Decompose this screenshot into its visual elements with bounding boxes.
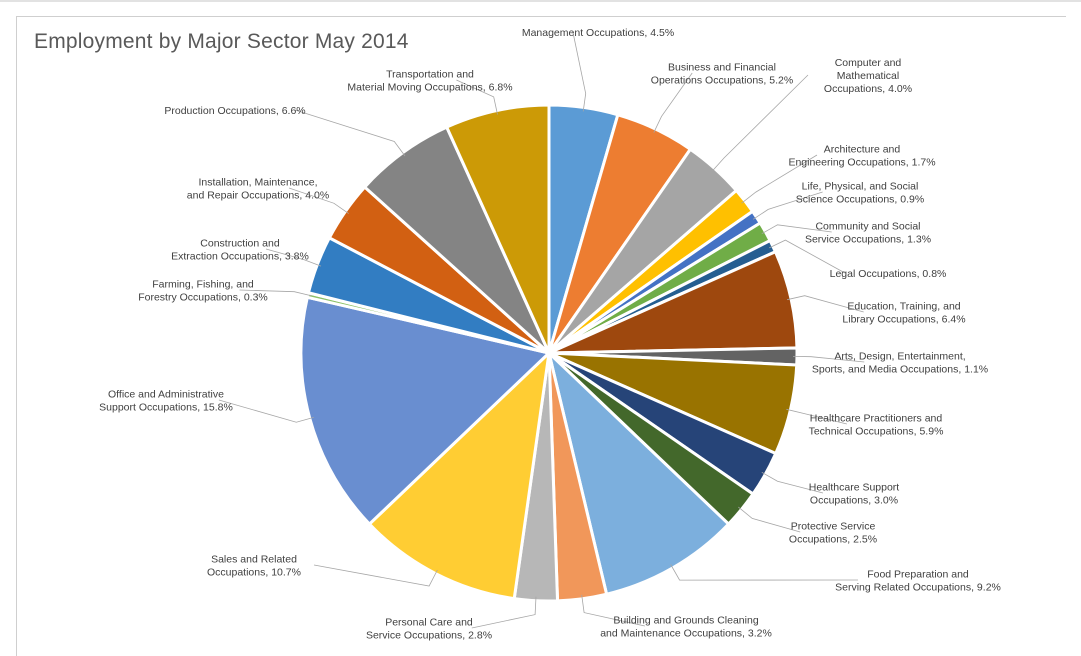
leader-line <box>761 224 832 235</box>
leader-line <box>288 187 349 214</box>
slice-label: Production Occupations, 6.6% <box>164 105 305 117</box>
slice-label: Construction and Extraction Occupations, … <box>171 238 309 263</box>
slice-label: Architecture and Engineering Occupations,… <box>788 144 935 169</box>
slice-label: Building and Grounds Cleaning and Mainten… <box>600 615 772 640</box>
slice-label: Computer and Mathematical Occupations, 4.0… <box>824 57 912 95</box>
leader-line <box>456 79 498 115</box>
slice-label: Education, Training, and Library Occupati… <box>842 301 965 326</box>
leader-line <box>792 356 865 363</box>
leader-line <box>786 408 847 425</box>
leader-line <box>738 506 801 533</box>
slice-label: Management Occupations, 4.5% <box>522 27 674 39</box>
leader-line <box>741 154 818 204</box>
slice-label: Arts, Design, Entertainment, Sports, and … <box>812 351 988 376</box>
leader-line <box>294 109 406 157</box>
leader-line <box>653 72 693 133</box>
slice-label: Protective Service Occupations, 2.5% <box>789 521 877 546</box>
chart-title: Employment by Major Sector May 2014 <box>34 30 409 53</box>
slice-label: Sales and Related Occupations, 10.7% <box>207 554 301 579</box>
leader-line <box>670 564 859 581</box>
leader-lines <box>218 31 865 629</box>
slice-label: Community and Social Service Occupations,… <box>805 221 931 246</box>
slice-label: Business and Financial Operations Occupat… <box>651 62 793 87</box>
leader-line <box>313 564 438 587</box>
slice-label: Life, Physical, and Social Science Occupa… <box>796 181 924 206</box>
top-border <box>0 0 1081 2</box>
slice-label: Farming, Fishing, and Forestry Occupation… <box>138 279 268 304</box>
slice-label: Installation, Maintenance, and Repair Occ… <box>187 177 329 202</box>
slice-label: Food Preparation and Serving Related Occu… <box>835 569 1001 594</box>
leader-line <box>711 74 809 172</box>
leader-line <box>471 596 537 629</box>
chart-frame <box>16 16 1066 656</box>
data-labels: Management Occupations, 4.5% Business and… <box>99 27 1001 642</box>
leader-line <box>752 191 823 220</box>
leader-line <box>787 295 864 313</box>
leader-line <box>572 31 587 112</box>
pie-slices <box>299 103 799 603</box>
slice-label: Transportation and Material Moving Occupa… <box>347 69 512 94</box>
leader-line <box>239 289 312 297</box>
leader-line <box>761 471 824 494</box>
leader-line <box>769 239 846 274</box>
leader-line <box>581 594 645 627</box>
slice-label: Healthcare Practitioners and Technical Oc… <box>809 413 944 438</box>
slice-label: Healthcare Support Occupations, 3.0% <box>809 482 900 507</box>
slice-label: Office and Administrative Support Occupat… <box>99 389 233 414</box>
leader-line <box>265 248 322 267</box>
leader-line <box>218 399 314 423</box>
slice-label: Personal Care and Service Occupations, 2.… <box>366 617 492 642</box>
slice-label: Legal Occupations, 0.8% <box>830 268 947 280</box>
